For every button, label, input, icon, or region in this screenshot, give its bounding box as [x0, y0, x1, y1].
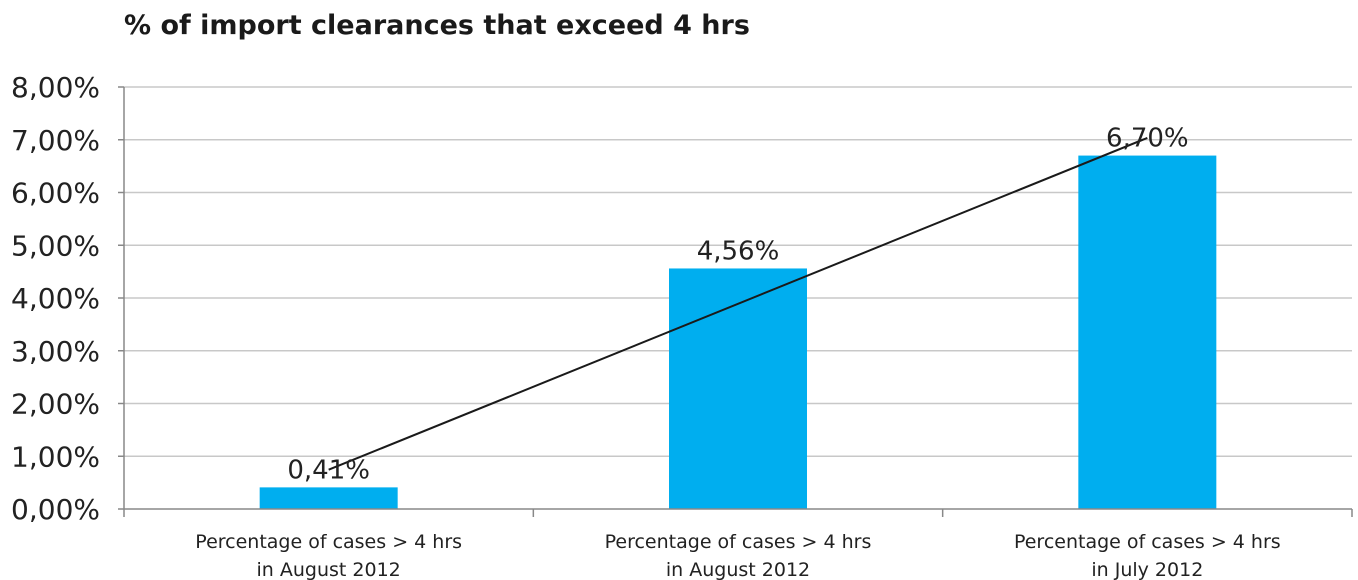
- y-tick-label: 8,00%: [11, 71, 100, 104]
- category-label: in August 2012: [257, 559, 401, 580]
- bar: [669, 268, 807, 509]
- y-tick-label: 5,00%: [11, 229, 100, 262]
- bars: [259, 155, 1217, 509]
- data-label: 6,70%: [1106, 124, 1189, 154]
- y-tick-label: 1,00%: [11, 440, 100, 473]
- y-tick-label: 0,00%: [11, 493, 100, 526]
- chart-title: % of import clearances that exceed 4 hrs: [124, 10, 750, 41]
- y-tick-label: 3,00%: [11, 335, 100, 368]
- data-label: 4,56%: [697, 236, 780, 266]
- category-label: Percentage of cases > 4 hrs: [195, 531, 462, 553]
- trendline: [328, 136, 1148, 471]
- category-label: in August 2012: [666, 559, 810, 580]
- bar: [1078, 155, 1217, 509]
- y-tick-label: 2,00%: [11, 388, 100, 421]
- trendline-group: [328, 136, 1148, 471]
- y-axis-ticks: 0,00% 1,00% 2,00% 3,00% 4,00% 5,00% 6,00% 7,00%…: [11, 71, 100, 526]
- data-labels: 0,41% 4,56% 6,70%: [287, 124, 1188, 486]
- bar: [259, 487, 398, 509]
- y-tick-label: 4,00%: [11, 282, 100, 315]
- y-tick-label: 7,00%: [11, 124, 100, 157]
- category-label: Percentage of cases > 4 hrs: [605, 531, 872, 553]
- category-label: Percentage of cases > 4 hrs: [1014, 531, 1281, 553]
- y-tick-label: 6,00%: [11, 177, 100, 210]
- axes: [118, 86, 1353, 517]
- category-labels: Percentage of cases > 4 hrs in August 201…: [195, 531, 1280, 580]
- category-label: in July 2012: [1091, 559, 1203, 580]
- data-label: 0,41%: [287, 455, 370, 485]
